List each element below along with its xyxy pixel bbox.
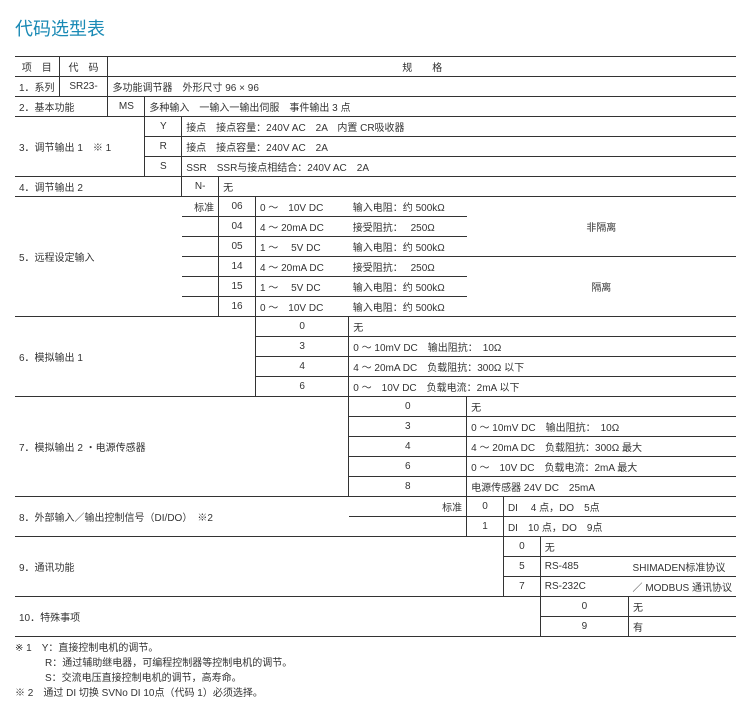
row5-e-code: 15 [219, 277, 256, 297]
footnotes: ※ 1 Y：直接控制电机的调节。 R：通过辅助继电器，可编程控制器等控制电机的调… [15, 641, 736, 701]
row4-desc: 无 [219, 177, 736, 197]
row5-e-desc: 1 ～ 5V DC [255, 277, 348, 297]
row8-b-code: 1 [467, 517, 504, 537]
page-title: 代码选型表 [15, 15, 736, 41]
note-2: ※ 2 通过 DI 切换 SVNo DI 10点（代码 1）必须选择。 [15, 686, 736, 701]
row7-b-desc: 0 ～ 10mV DC 输出阻抗： 10Ω [467, 417, 736, 437]
row5-d-desc: 4 ～ 20mA DC [255, 257, 348, 277]
row7-d-desc: 0 ～ 10V DC 负载电流：2mA 最大 [467, 457, 736, 477]
row8-b-desc: DI 10 点，DO 9点 [503, 517, 736, 537]
header-code: 代 码 [59, 57, 108, 77]
row2-desc: 多种输入 一输入一输出伺服 事件输出 3 点 [145, 97, 736, 117]
row5-std: 标准 [182, 197, 219, 217]
row5-d-code: 14 [219, 257, 256, 277]
row5-b-desc: 4 ～ 20mA DC [255, 217, 348, 237]
row5-a-desc: 0 ～ 10V DC [255, 197, 348, 217]
row5-c-code: 05 [219, 237, 256, 257]
row2-label: 2．基本功能 [15, 97, 108, 117]
row5-c-desc: 1 ～ 5V DC [255, 237, 348, 257]
row3-label: 3．调节输出 1 ※ 1 [15, 117, 145, 177]
row6-b-code: 3 [255, 337, 348, 357]
row1-desc: 多功能调节器 外形尺寸 96 × 96 [108, 77, 736, 97]
row5-a-ext: 输入电阻：约 500kΩ [349, 197, 467, 217]
row1-code: SR23- [59, 77, 108, 97]
row10-b-desc: 有 [629, 617, 736, 637]
row9-p2: ／ MODBUS 通讯协议 [629, 577, 736, 597]
header-spec: 规 格 [108, 57, 736, 77]
row5-iso1: 非隔离 [467, 197, 736, 257]
row7-e-code: 8 [349, 477, 467, 497]
row7-d-code: 6 [349, 457, 467, 477]
row5-d-ext: 接受阻抗： 250Ω [349, 257, 467, 277]
row6-d-code: 6 [255, 377, 348, 397]
row7-c-desc: 4 ～ 20mA DC 负载阻抗：300Ω 最大 [467, 437, 736, 457]
row5-e-ext: 输入电阻：约 500kΩ [349, 277, 467, 297]
row6-a-code: 0 [255, 317, 348, 337]
row1-label: 1．系列 [15, 77, 59, 97]
row8-std: 标准 [349, 497, 467, 517]
row4-label: 4．调节输出 2 [15, 177, 182, 197]
note-1: ※ 1 Y：直接控制电机的调节。 [15, 641, 736, 656]
row5-a-code: 06 [219, 197, 256, 217]
row5-c-ext: 输入电阻：约 500kΩ [349, 237, 467, 257]
row3-s-code: S [145, 157, 182, 177]
row5-b-code: 04 [219, 217, 256, 237]
row5-label: 5．远程设定输入 [15, 197, 182, 317]
row9-c-code: 7 [503, 577, 540, 597]
note-1c: S：交流电压直接控制电机的调节，高寿命。 [15, 671, 736, 686]
row8-a-desc: DI 4 点，DO 5点 [503, 497, 736, 517]
note-1b: R：通过辅助继电器，可编程控制器等控制电机的调节。 [15, 656, 736, 671]
row7-b-code: 3 [349, 417, 467, 437]
selection-table: 项 目 代 码 规 格 1．系列 SR23- 多功能调节器 外形尺寸 96 × … [15, 56, 736, 637]
row7-label: 7．模拟输出 2 ・电源传感器 [15, 397, 349, 497]
row6-c-code: 4 [255, 357, 348, 377]
row4-code: N- [182, 177, 219, 197]
row6-label: 6．模拟输出 1 [15, 317, 255, 397]
row7-a-code: 0 [349, 397, 467, 417]
row7-a-desc: 无 [467, 397, 736, 417]
row5-iso2: 隔离 [467, 257, 736, 317]
row5-f-desc: 0 ～ 10V DC [255, 297, 348, 317]
row6-a-desc: 无 [349, 317, 736, 337]
row9-b-desc: RS-485 [540, 557, 628, 577]
row3-r-code: R [145, 137, 182, 157]
row8-label: 8．外部输入／输出控制信号（DI/DO） ※2 [15, 497, 349, 537]
row5-f-ext: 输入电阻：约 500kΩ [349, 297, 467, 317]
row10-a-desc: 无 [629, 597, 736, 617]
row2-code: MS [108, 97, 145, 117]
row8-a-code: 0 [467, 497, 504, 517]
row9-b-code: 5 [503, 557, 540, 577]
row9-c-desc: RS-232C [540, 577, 628, 597]
row3-s-desc: SSR SSR与接点相结合：240V AC 2A [182, 157, 736, 177]
row9-label: 9．通讯功能 [15, 537, 503, 597]
row9-a-code: 0 [503, 537, 540, 557]
row5-f-code: 16 [219, 297, 256, 317]
header-item: 项 目 [15, 57, 59, 77]
row9-p1: SHIMADEN标准协议 [629, 557, 736, 577]
row6-b-desc: 0 ～ 10mV DC 输出阻抗： 10Ω [349, 337, 736, 357]
row7-e-desc: 电源传感器 24V DC 25mA [467, 477, 736, 497]
row6-c-desc: 4 ～ 20mA DC 负载阻抗：300Ω 以下 [349, 357, 736, 377]
row10-label: 10．特殊事项 [15, 597, 540, 637]
row10-b-code: 9 [540, 617, 628, 637]
row5-b-ext: 接受阻抗： 250Ω [349, 217, 467, 237]
row3-y-desc: 接点 接点容量：240V AC 2A 内置 CR吸收器 [182, 117, 736, 137]
row10-a-code: 0 [540, 597, 628, 617]
row7-c-code: 4 [349, 437, 467, 457]
row9-a-desc: 无 [540, 537, 736, 557]
row6-d-desc: 0 ～ 10V DC 负载电流：2mA 以下 [349, 377, 736, 397]
row3-y-code: Y [145, 117, 182, 137]
row3-r-desc: 接点 接点容量：240V AC 2A [182, 137, 736, 157]
